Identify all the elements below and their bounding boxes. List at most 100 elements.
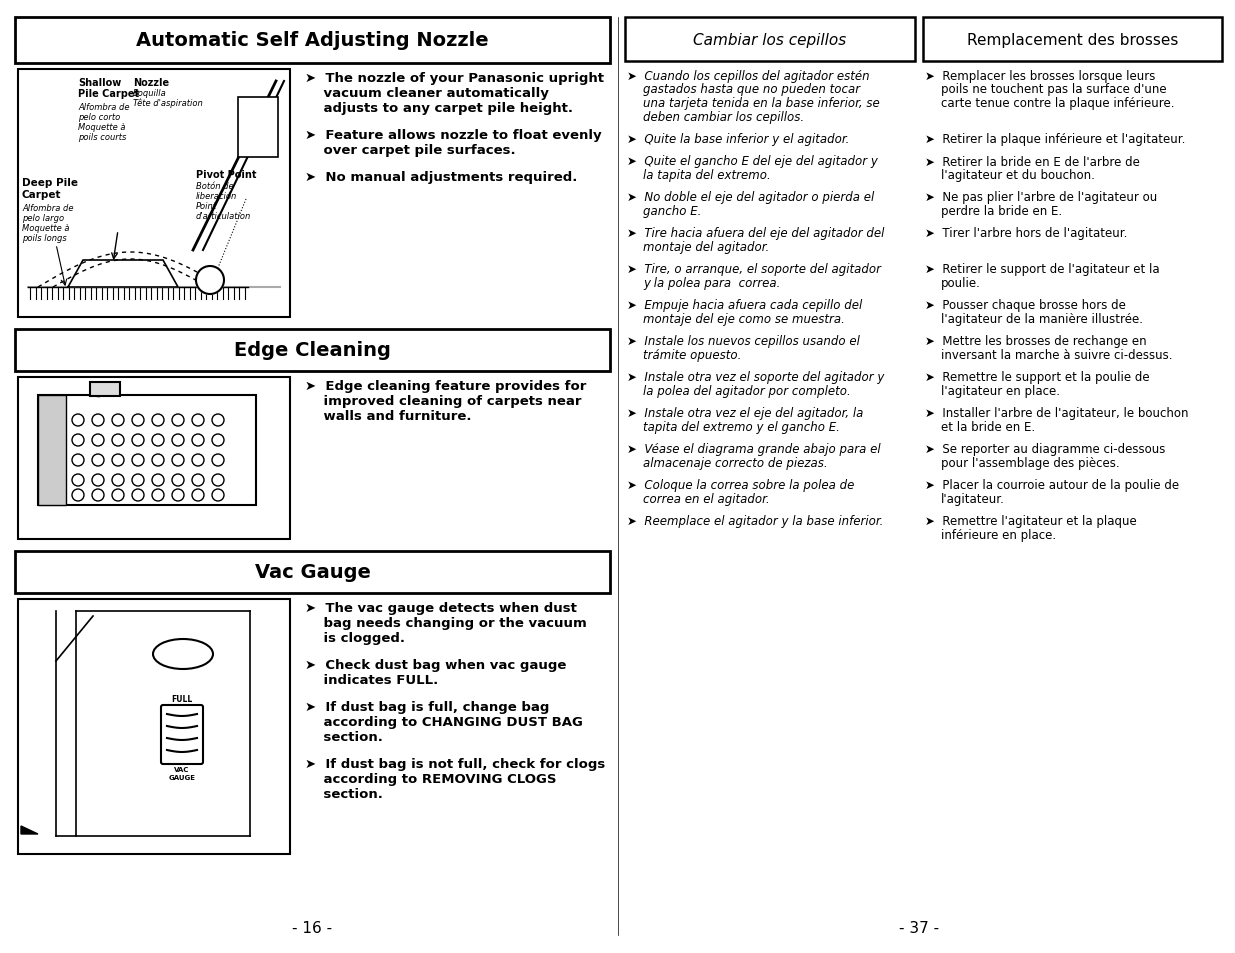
Text: gancho E.: gancho E. [643,205,701,218]
Text: correa en el agitador.: correa en el agitador. [643,493,769,505]
Text: ➤  Remettre l'agitateur et la plaque: ➤ Remettre l'agitateur et la plaque [925,515,1136,528]
FancyBboxPatch shape [161,705,203,764]
Text: carte tenue contre la plaque inférieure.: carte tenue contre la plaque inférieure. [941,97,1174,110]
Bar [19,70,290,317]
Text: ➤  Retirer la plaque inférieure et l'agitateur.: ➤ Retirer la plaque inférieure et l'agit… [925,132,1186,146]
Text: - 16 -: - 16 - [293,920,332,935]
Text: ➤  Check dust bag when vac gauge: ➤ Check dust bag when vac gauge [305,659,567,671]
Text: walls and furniture.: walls and furniture. [305,410,472,422]
Text: una tarjeta tenida en la base inferior, se: una tarjeta tenida en la base inferior, … [643,97,879,110]
Text: section.: section. [305,730,383,743]
Text: ➤  Placer la courroie autour de la poulie de: ➤ Placer la courroie autour de la poulie… [925,479,1179,492]
Text: almacenaje correcto de piezas.: almacenaje correcto de piezas. [643,456,827,470]
Text: Point: Point [196,202,217,211]
Text: Cambiar los cepillos: Cambiar los cepillos [693,32,847,48]
Text: montaje del eje como se muestra.: montaje del eje como se muestra. [643,313,845,326]
Text: indicates FULL.: indicates FULL. [305,673,438,686]
Text: trámite opuesto.: trámite opuesto. [643,349,741,361]
Text: perdre la bride en E.: perdre la bride en E. [941,205,1062,218]
Bar [238,98,278,158]
Text: Deep Pile: Deep Pile [22,178,78,188]
Bar [38,395,65,505]
Text: Pile Carpet: Pile Carpet [78,89,140,99]
Text: ➤  Quite la base inferior y el agitador.: ➤ Quite la base inferior y el agitador. [627,132,850,146]
Text: ➤  Instale otra vez el eje del agitador, la: ➤ Instale otra vez el eje del agitador, … [627,407,863,420]
Text: Nozzle: Nozzle [133,78,169,88]
Bar [923,18,1221,62]
Ellipse shape [153,639,212,669]
Text: inférieure en place.: inférieure en place. [941,529,1056,541]
Text: Remplacement des brosses: Remplacement des brosses [967,32,1178,48]
Text: la tapita del extremo.: la tapita del extremo. [643,169,771,182]
Text: ➤  Installer l'arbre de l'agitateur, le bouchon: ➤ Installer l'arbre de l'agitateur, le b… [925,407,1188,420]
Text: FULL: FULL [172,695,193,703]
Text: Carpet: Carpet [22,190,62,200]
Text: ➤  No manual adjustments required.: ➤ No manual adjustments required. [305,171,578,184]
Text: section.: section. [305,787,383,801]
Text: ➤  Retirer la bride en E de l'arbre de: ➤ Retirer la bride en E de l'arbre de [925,155,1140,169]
Text: ➤  Tirer l'arbre hors de l'agitateur.: ➤ Tirer l'arbre hors de l'agitateur. [925,227,1128,240]
Text: Alfombra de: Alfombra de [22,204,74,213]
Text: ➤  Feature allows nozzle to float evenly: ➤ Feature allows nozzle to float evenly [305,129,601,142]
Text: liberación: liberación [196,192,237,201]
Text: deben cambiar los cepillos.: deben cambiar los cepillos. [643,111,804,123]
Text: pour l'assemblage des pièces.: pour l'assemblage des pièces. [941,456,1120,470]
Text: ➤  Empuje hacia afuera cada cepillo del: ➤ Empuje hacia afuera cada cepillo del [627,299,862,313]
Text: ➤  Tire hacia afuera del eje del agitador del: ➤ Tire hacia afuera del eje del agitador… [627,227,884,240]
Text: la polea del agitador por completo.: la polea del agitador por completo. [643,385,851,397]
Text: ➤  Pousser chaque brosse hors de: ➤ Pousser chaque brosse hors de [925,299,1126,313]
Text: Edge Cleaning: Edge Cleaning [235,341,391,360]
Text: ➤  If dust bag is full, change bag: ➤ If dust bag is full, change bag [305,700,550,713]
Text: ➤  Retirer le support de l'agitateur et la: ➤ Retirer le support de l'agitateur et l… [925,263,1160,276]
Bar [90,382,120,396]
Bar [15,552,610,594]
Text: adjusts to any carpet pile height.: adjusts to any carpet pile height. [305,102,573,115]
Circle shape [196,267,224,294]
Text: VAC: VAC [174,766,190,772]
Text: according to CHANGING DUST BAG: according to CHANGING DUST BAG [305,716,583,728]
Text: montaje del agitador.: montaje del agitador. [643,241,769,253]
Bar [19,599,290,854]
Text: over carpet pile surfaces.: over carpet pile surfaces. [305,144,516,157]
Polygon shape [21,826,38,834]
Bar [15,18,610,64]
Text: l'agitateur et du bouchon.: l'agitateur et du bouchon. [941,169,1095,182]
Text: Alfombra de: Alfombra de [78,103,130,112]
Text: ➤  Cuando los cepillos del agitador estén: ➤ Cuando los cepillos del agitador estén [627,70,869,83]
Text: improved cleaning of carpets near: improved cleaning of carpets near [305,395,582,408]
Text: ➤  Edge cleaning feature provides for: ➤ Edge cleaning feature provides for [305,379,587,393]
Text: Shallow: Shallow [78,78,121,88]
Text: pelo largo: pelo largo [22,213,64,223]
Text: ➤  Véase el diagrama grande abajo para el: ➤ Véase el diagrama grande abajo para el [627,443,881,456]
Text: ➤  Instale otra vez el soporte del agitador y: ➤ Instale otra vez el soporte del agitad… [627,371,884,384]
Text: ➤  No doble el eje del agitador o pierda el: ➤ No doble el eje del agitador o pierda … [627,192,874,204]
Text: y la polea para  correa.: y la polea para correa. [643,276,781,290]
Text: inversant la marche à suivre ci-dessus.: inversant la marche à suivre ci-dessus. [941,349,1172,361]
Text: l'agitateur en place.: l'agitateur en place. [941,385,1060,397]
Text: ➤  Coloque la correa sobre la polea de: ➤ Coloque la correa sobre la polea de [627,479,855,492]
Text: et la bride en E.: et la bride en E. [941,420,1035,434]
Text: ➤  The nozzle of your Panasonic upright: ➤ The nozzle of your Panasonic upright [305,71,604,85]
Bar [19,377,290,539]
Text: bag needs changing or the vacuum: bag needs changing or the vacuum [305,617,587,629]
Text: pelo corto: pelo corto [78,112,120,122]
Text: according to REMOVING CLOGS: according to REMOVING CLOGS [305,772,557,785]
Text: vacuum cleaner automatically: vacuum cleaner automatically [305,87,548,100]
Text: ➤  Remplacer les brosses lorsque leurs: ➤ Remplacer les brosses lorsque leurs [925,70,1156,83]
Text: Vac Gauge: Vac Gauge [254,563,370,582]
Text: Moquette à: Moquette à [78,123,126,132]
Text: poulie.: poulie. [941,276,981,290]
Text: poils courts: poils courts [78,132,126,142]
Bar [15,330,610,372]
Bar [625,18,915,62]
Text: ➤  Mettre les brosses de rechange en: ➤ Mettre les brosses de rechange en [925,335,1146,348]
Text: ➤  If dust bag is not full, check for clogs: ➤ If dust bag is not full, check for clo… [305,758,605,770]
Text: ➤  Quite el gancho E del eje del agitador y: ➤ Quite el gancho E del eje del agitador… [627,155,878,169]
Text: poils longs: poils longs [22,233,67,243]
Text: Moquette à: Moquette à [22,224,69,233]
Text: - 37 -: - 37 - [899,920,940,935]
Text: ➤  Tire, o arranque, el soporte del agitador: ➤ Tire, o arranque, el soporte del agita… [627,263,881,276]
Text: poils ne touchent pas la surface d'une: poils ne touchent pas la surface d'une [941,84,1167,96]
Polygon shape [68,261,178,288]
Text: l'agitateur de la manière illustrée.: l'agitateur de la manière illustrée. [941,313,1144,326]
